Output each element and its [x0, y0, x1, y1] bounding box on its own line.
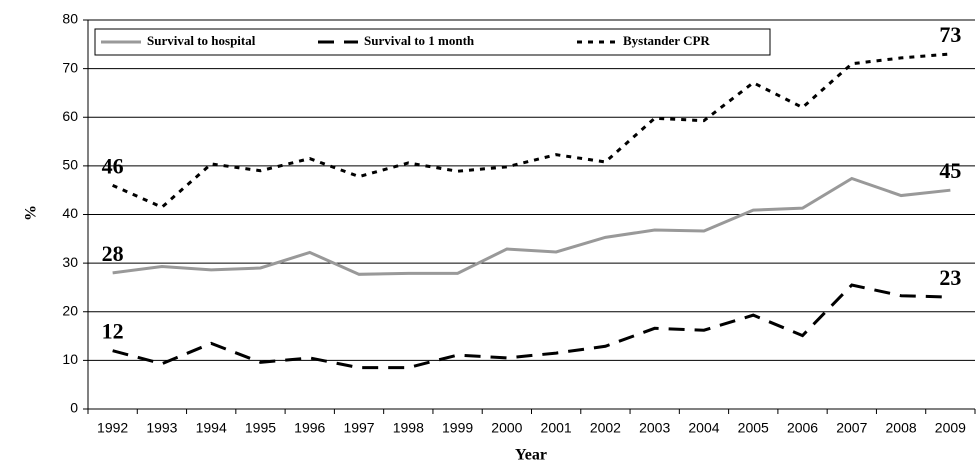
x-tick-label: 2005 — [738, 420, 769, 436]
x-tick-label: 2001 — [541, 420, 572, 436]
x-tick-label: 1999 — [442, 420, 473, 436]
value-label: 28 — [102, 241, 124, 266]
x-tick-label: 2007 — [836, 420, 867, 436]
value-label: 12 — [102, 319, 124, 344]
x-tick-label: 1997 — [343, 420, 374, 436]
y-tick-label: 30 — [62, 254, 78, 270]
legend-box — [94, 28, 771, 56]
y-tick-label: 20 — [62, 302, 78, 318]
value-label: 23 — [939, 265, 961, 290]
x-tick-label: 1993 — [146, 420, 177, 436]
x-tick-label: 2004 — [688, 420, 719, 436]
x-tick-label: 2009 — [935, 420, 966, 436]
y-tick-label: 10 — [62, 351, 78, 367]
legend-label: Survival to 1 month — [364, 33, 475, 48]
x-tick-label: 1994 — [196, 420, 227, 436]
y-tick-label: 80 — [62, 11, 78, 27]
y-tick-label: 0 — [70, 400, 78, 416]
legend-label: Survival to hospital — [147, 33, 256, 48]
legend-label: Bystander CPR — [623, 33, 710, 48]
value-label: 45 — [939, 158, 961, 183]
y-tick-label: 50 — [62, 157, 78, 173]
x-tick-label: 1995 — [245, 420, 276, 436]
x-tick-label: 1998 — [393, 420, 424, 436]
x-tick-label: 2003 — [639, 420, 670, 436]
y-tick-label: 40 — [62, 205, 78, 221]
series-line — [112, 176, 951, 276]
x-tick-label: 2008 — [886, 420, 917, 436]
x-tick-label: 2006 — [787, 420, 818, 436]
y-tick-label: 60 — [62, 108, 78, 124]
x-tick-label: 2002 — [590, 420, 621, 436]
value-label: 46 — [102, 153, 124, 178]
x-axis-label: Year — [515, 447, 547, 464]
y-axis-label: % — [23, 205, 40, 221]
x-tick-label: 1996 — [294, 420, 325, 436]
value-label: 73 — [939, 22, 961, 47]
series-line — [112, 283, 951, 370]
x-tick-label: 2000 — [491, 420, 522, 436]
x-tick-label: 1992 — [97, 420, 128, 436]
series-line — [112, 52, 951, 209]
y-tick-label: 70 — [62, 59, 78, 75]
